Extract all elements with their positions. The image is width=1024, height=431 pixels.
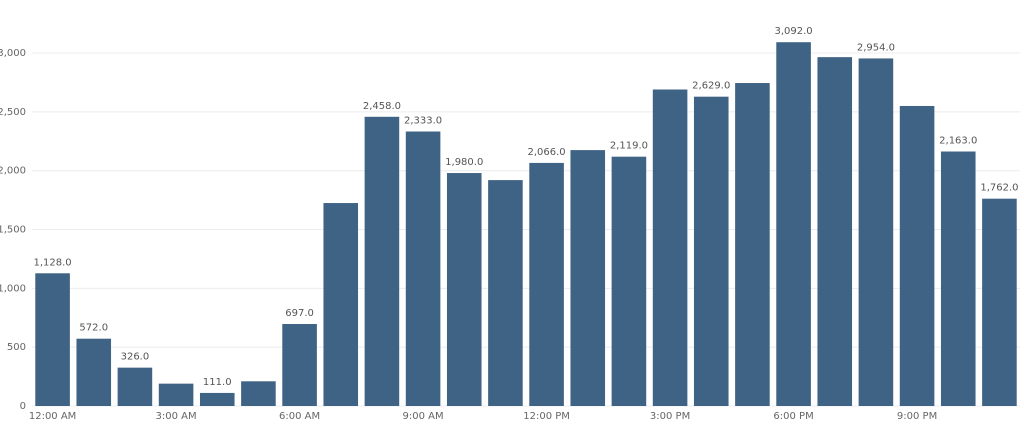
data-label: 3,092.0 [774,26,812,37]
bar [158,383,194,406]
y-tick-label: 2,500 [0,107,26,118]
x-tick-label: 12:00 PM [523,411,570,422]
bar [899,105,935,406]
bar [858,58,894,407]
y-tick-label: 1,000 [0,283,26,294]
bar [529,162,564,406]
bar [241,381,276,406]
bar [35,273,70,406]
x-tick-label: 3:00 PM [650,411,690,422]
x-tick-label: 12:00 AM [29,411,76,422]
data-label: 2,629.0 [692,81,730,92]
data-label: 2,163.0 [939,136,977,147]
x-tick-label: 9:00 AM [403,411,444,422]
bar [940,151,976,406]
x-tick-label: 9:00 PM [897,411,937,422]
bar [982,198,1017,406]
bar [282,323,317,406]
y-tick-label: 3,000 [0,48,26,59]
bar [488,180,523,406]
y-tick-label: 1,500 [0,225,26,236]
data-label: 2,333.0 [404,116,442,127]
bar [570,150,606,406]
data-label: 572.0 [79,323,108,334]
bar [652,89,688,406]
bar [199,392,235,406]
data-label: 111.0 [203,377,232,388]
bar [364,116,400,406]
x-tick-label: 6:00 PM [773,411,813,422]
data-label: 2,066.0 [527,147,565,158]
bar [323,203,359,406]
data-label: 1,128.0 [33,257,71,268]
bar [817,57,853,406]
y-tick-label: 500 [7,342,26,353]
data-label: 326.0 [121,352,150,363]
x-tick-label: 3:00 AM [156,411,197,422]
bar [117,367,153,406]
bar [405,131,441,406]
y-tick-label: 0 [20,401,26,412]
data-label: 2,954.0 [857,42,895,53]
bar [693,96,729,407]
data-label: 2,119.0 [610,141,648,152]
bar [776,42,811,406]
bar [76,338,112,406]
data-label: 1,762.0 [980,183,1018,194]
bar [446,173,482,406]
bar [735,83,770,406]
data-label: 2,458.0 [363,101,401,112]
bar [611,156,647,406]
data-label: 697.0 [285,308,314,319]
x-tick-label: 6:00 AM [279,411,320,422]
y-tick-label: 2,000 [0,166,26,177]
data-label: 1,980.0 [445,157,483,168]
